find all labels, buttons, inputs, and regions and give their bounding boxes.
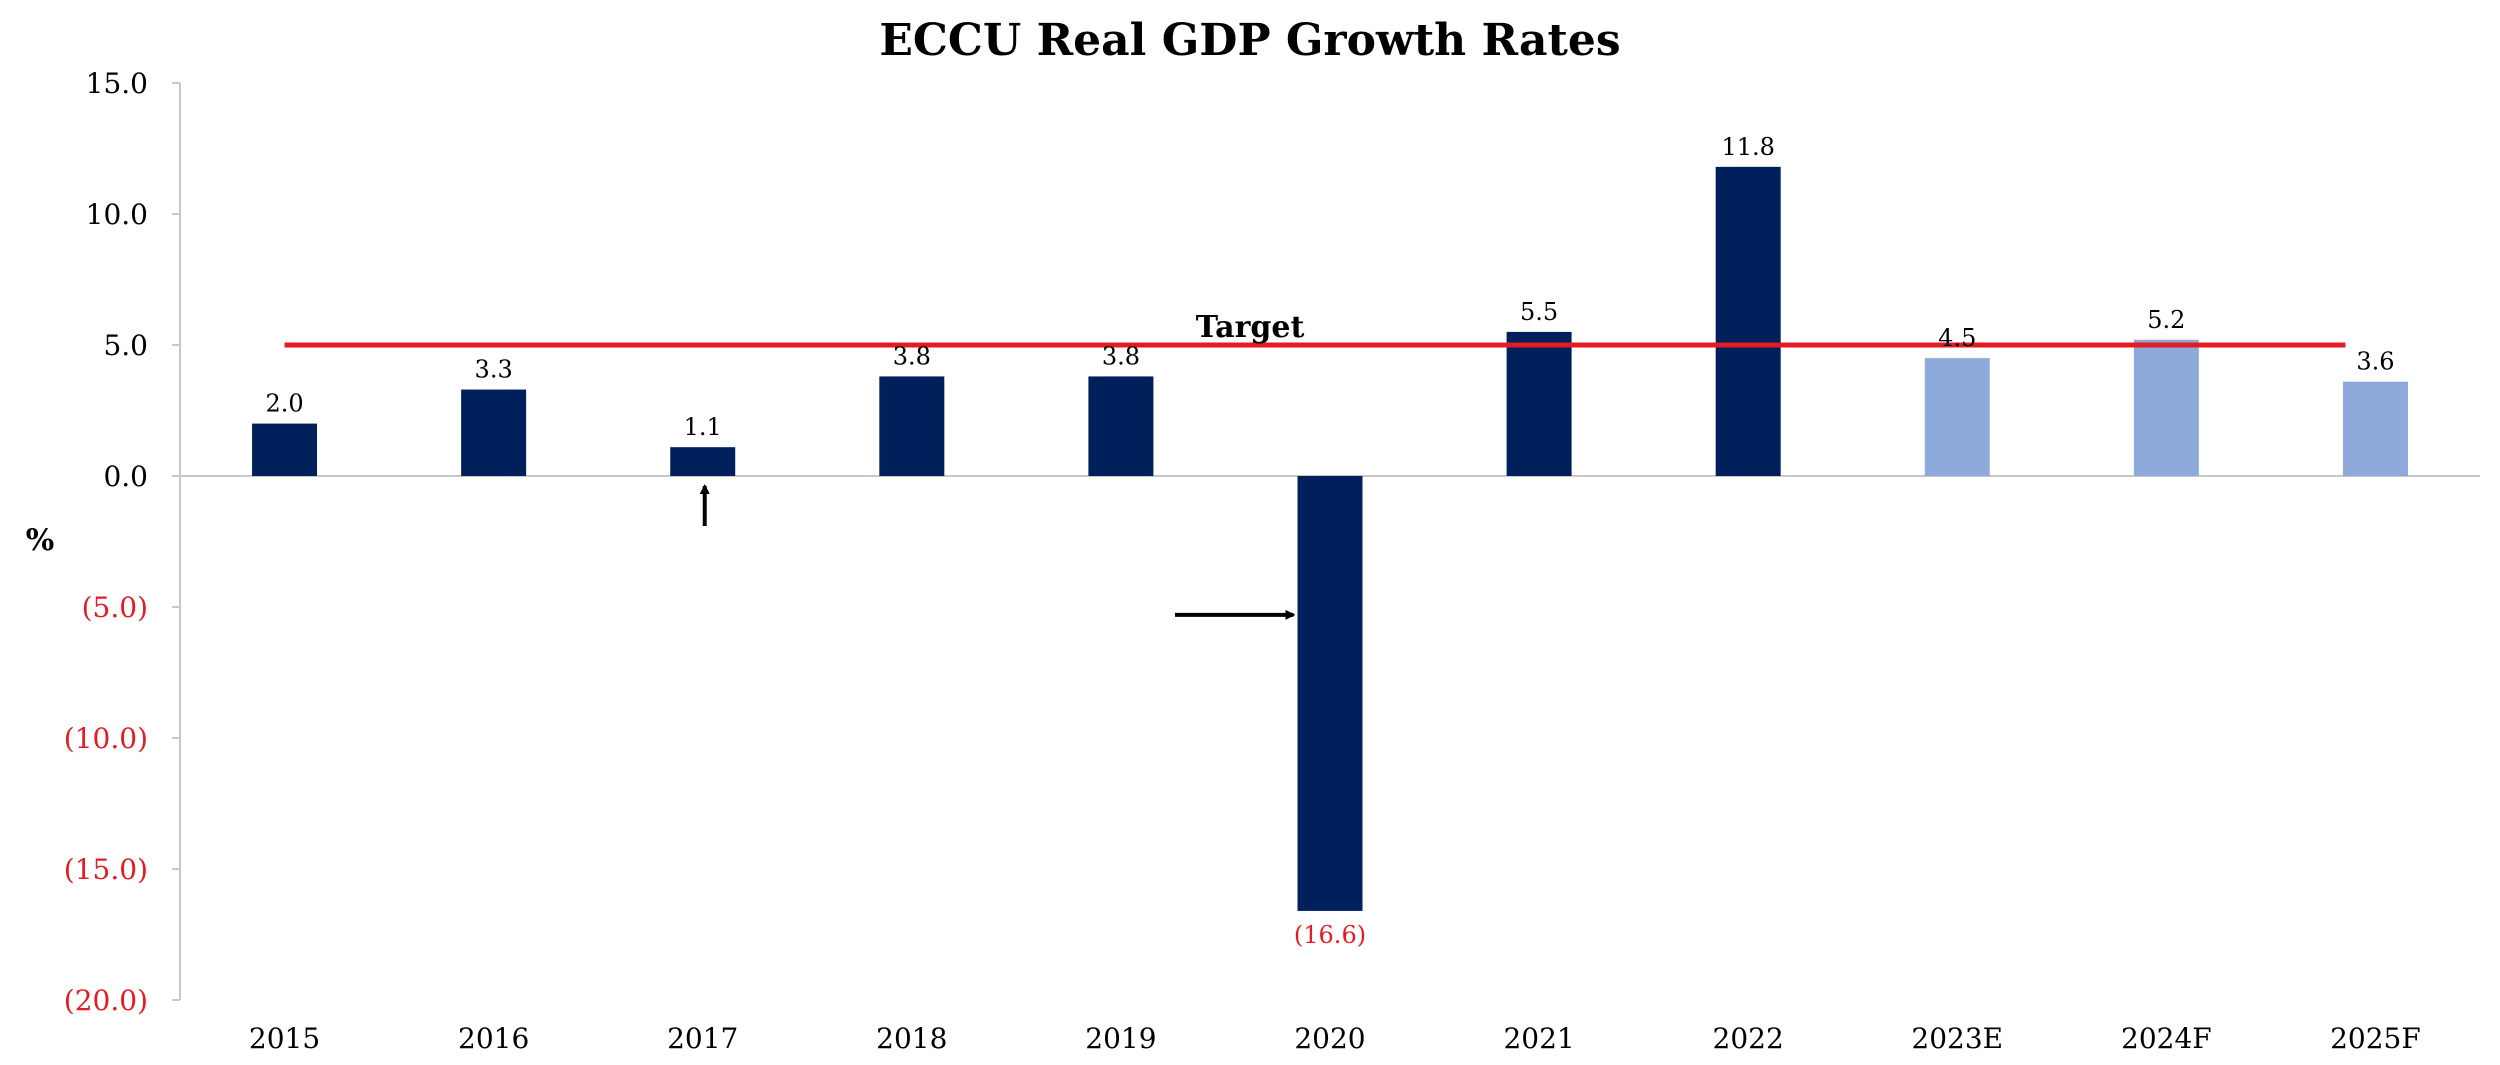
bar-2021 xyxy=(1506,331,1572,476)
y-tick-label: 10.0 xyxy=(86,198,148,231)
data-label-2022: 11.8 xyxy=(1721,133,1774,161)
y-axis: 15.0 10.0 5.0 0.0 (5.0) (10.0) (15.0) (20.0) xyxy=(64,67,2480,1017)
x-tick-label: 2015 xyxy=(249,1022,320,1055)
bar-2018 xyxy=(879,376,945,476)
y-tick-label: (10.0) xyxy=(64,722,148,755)
bar-2016 xyxy=(461,389,527,476)
bar-2019 xyxy=(1088,376,1154,476)
bar-2015 xyxy=(252,423,318,476)
data-label-2019: 3.8 xyxy=(1102,342,1140,370)
x-tick-label: 2022 xyxy=(1713,1022,1784,1055)
x-tick-label: 2018 xyxy=(876,1022,947,1055)
bar-2020 xyxy=(1297,476,1363,911)
y-tick-label: 15.0 xyxy=(86,67,148,100)
annotations xyxy=(699,484,1296,620)
chart-title: ECCU Real GDP Growth Rates xyxy=(879,15,1620,66)
x-tick-label: 2025F xyxy=(2330,1022,2421,1055)
x-tick-label: 2023E xyxy=(1911,1022,2003,1055)
x-tick-label: 2024F xyxy=(2121,1022,2212,1055)
x-tick-label: 2021 xyxy=(1503,1022,1574,1055)
y-tick-label: 0.0 xyxy=(103,460,148,493)
x-tick-label: 2020 xyxy=(1294,1022,1365,1055)
data-label-2015: 2.0 xyxy=(265,390,303,418)
data-label-2024F: 5.2 xyxy=(2147,306,2185,334)
y-axis-label: % xyxy=(26,523,55,558)
data-label-2025F: 3.6 xyxy=(2356,348,2394,376)
x-tick-label: 2017 xyxy=(667,1022,738,1055)
data-label-2023E: 4.5 xyxy=(1938,324,1976,352)
data-label-2016: 3.3 xyxy=(475,356,513,384)
data-label-2021: 5.5 xyxy=(1520,298,1558,326)
bar-2017 xyxy=(670,447,736,476)
bar-2025F xyxy=(2342,381,2408,476)
target-label: Target xyxy=(1196,310,1305,345)
bar-2023E xyxy=(1924,358,1990,476)
bar-2024F xyxy=(2133,339,2199,476)
x-tick-label: 2016 xyxy=(458,1022,529,1055)
y-tick-label: (20.0) xyxy=(64,984,148,1017)
y-tick-label: (5.0) xyxy=(82,591,148,624)
bars xyxy=(252,166,2408,911)
data-label-2018: 3.8 xyxy=(893,342,931,370)
y-tick-label: 5.0 xyxy=(103,329,148,362)
x-tick-label: 2019 xyxy=(1085,1022,1156,1055)
data-label-2017: 1.1 xyxy=(684,413,722,441)
x-axis: 2015 2016 2017 2018 2019 2020 2021 2022 2023E 202… xyxy=(249,1022,2421,1055)
bar-2022 xyxy=(1715,166,1781,476)
data-labels: 2.0 3.3 1.1 3.8 3.8 (16.6) 5.5 11.8 4.5 5.2 3.6 xyxy=(265,133,2394,949)
target-group: Target xyxy=(284,310,2346,348)
y-tick-label: (15.0) xyxy=(64,853,148,886)
data-label-2020: (16.6) xyxy=(1294,921,1366,949)
